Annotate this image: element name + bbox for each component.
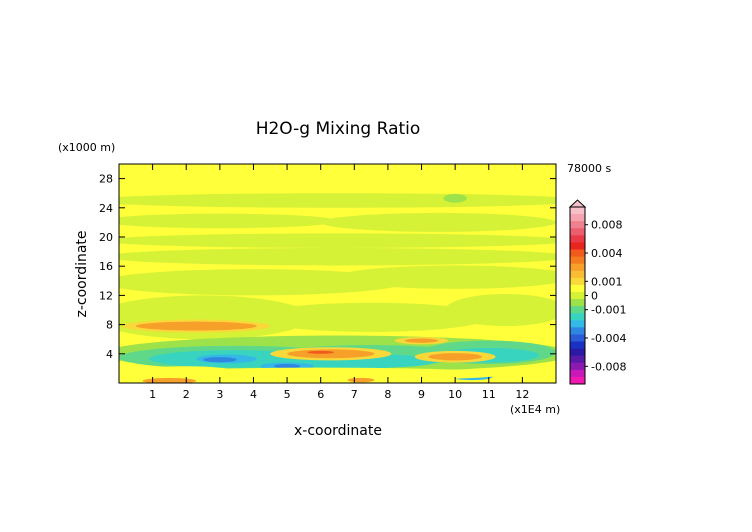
colorbar-swatch <box>570 299 585 307</box>
colorbar-swatch <box>570 334 585 343</box>
colorbar-label: -0.001 <box>591 304 626 317</box>
colorbar-swatch <box>570 341 585 350</box>
colorbar-swatch <box>570 376 585 385</box>
x-tick-label: 4 <box>250 388 257 401</box>
colorbar-swatch <box>570 270 585 279</box>
field-region <box>253 302 489 332</box>
x-tick-label: 1 <box>149 388 156 401</box>
colorbar-swatch <box>570 277 585 286</box>
y-tick-label: 4 <box>106 348 113 361</box>
field-region <box>287 349 375 359</box>
colorbar: 0.008 0.004 0.001 0-0.001 -0.004 -0.008 <box>568 199 626 385</box>
colorbar-swatch <box>570 249 585 258</box>
colorbar-swatch <box>570 313 585 321</box>
y-tick-label: 20 <box>99 231 113 244</box>
chart-title: H2O-g Mixing Ratio <box>256 119 421 139</box>
field-region <box>404 338 439 343</box>
field-region <box>428 353 483 361</box>
colorbar-swatch <box>570 291 585 300</box>
colorbar-swatch <box>570 284 585 293</box>
field-region <box>337 265 556 289</box>
colorbar-swatch <box>570 320 585 328</box>
colorbar-swatch <box>570 235 585 243</box>
time-label: 78000 s <box>567 162 611 175</box>
x-tick-label: 5 <box>284 388 291 401</box>
colorbar-label: -0.004 <box>591 332 626 345</box>
field-region <box>347 377 375 383</box>
colorbar-swatch <box>570 207 585 215</box>
field-region <box>119 213 338 229</box>
x-tick-label: 9 <box>418 388 425 401</box>
field-region <box>119 269 405 296</box>
plot-frame <box>118 163 557 384</box>
colorbar-swatch <box>570 327 585 335</box>
colorbar-swatch <box>570 228 585 236</box>
y-axis-label: z-coordinate <box>74 230 90 317</box>
field-region <box>320 212 556 232</box>
field-region <box>445 293 556 327</box>
field-region <box>307 350 335 354</box>
x-unit-label: (x1E4 m) <box>510 403 560 416</box>
colorbar-swatch <box>570 242 585 250</box>
x-tick-label: 10 <box>448 388 462 401</box>
x-tick-label: 7 <box>351 388 358 401</box>
colorbar-label: 0.008 <box>591 219 623 232</box>
x-tick-label: 8 <box>384 388 391 401</box>
x-axis: 1 2 3 4 5 6 7 8 9 10 11 12 <box>149 164 529 401</box>
field-region <box>119 247 556 266</box>
y-tick-label: 24 <box>99 202 113 215</box>
field-region <box>273 364 301 369</box>
field-region <box>119 233 556 248</box>
colorbar-swatch <box>570 263 585 272</box>
colorbar-swatch <box>570 369 585 378</box>
colorbar-swatch <box>570 306 585 314</box>
colorbar-label: 0.004 <box>591 247 623 260</box>
colorbar-swatch <box>570 221 585 229</box>
colorbar-swatch <box>570 355 585 364</box>
y-tick-label: 8 <box>106 319 113 332</box>
y-tick-label: 16 <box>99 260 113 273</box>
colorbar-label: 0 <box>591 290 598 303</box>
x-tick-label: 12 <box>515 388 529 401</box>
colorbar-swatch <box>570 362 585 371</box>
field-region <box>135 366 237 378</box>
x-tick-label: 11 <box>482 388 496 401</box>
colorbar-label: 0.001 <box>591 275 623 288</box>
x-tick-label: 3 <box>216 388 223 401</box>
field-region <box>135 321 257 331</box>
y-tick-label: 28 <box>99 173 113 186</box>
colorbar-swatch <box>570 214 585 222</box>
y-tick-label: 12 <box>99 289 113 302</box>
x-tick-label: 6 <box>317 388 324 401</box>
y-axis: 4 8 12 16 20 24 28 <box>99 173 556 361</box>
field-region <box>443 193 467 203</box>
x-tick-label: 2 <box>183 388 190 401</box>
colorbar-swatch <box>570 256 585 265</box>
x-axis-label: x-coordinate <box>294 423 382 439</box>
field-region <box>142 377 197 383</box>
colorbar-label: -0.008 <box>591 360 626 373</box>
colorbar-swatch <box>570 348 585 357</box>
colorbar-top-arrow <box>568 199 587 208</box>
field-region <box>203 357 237 363</box>
y-unit-label: (x1000 m) <box>58 141 115 154</box>
plot-area <box>119 164 556 383</box>
field-region <box>119 193 556 208</box>
